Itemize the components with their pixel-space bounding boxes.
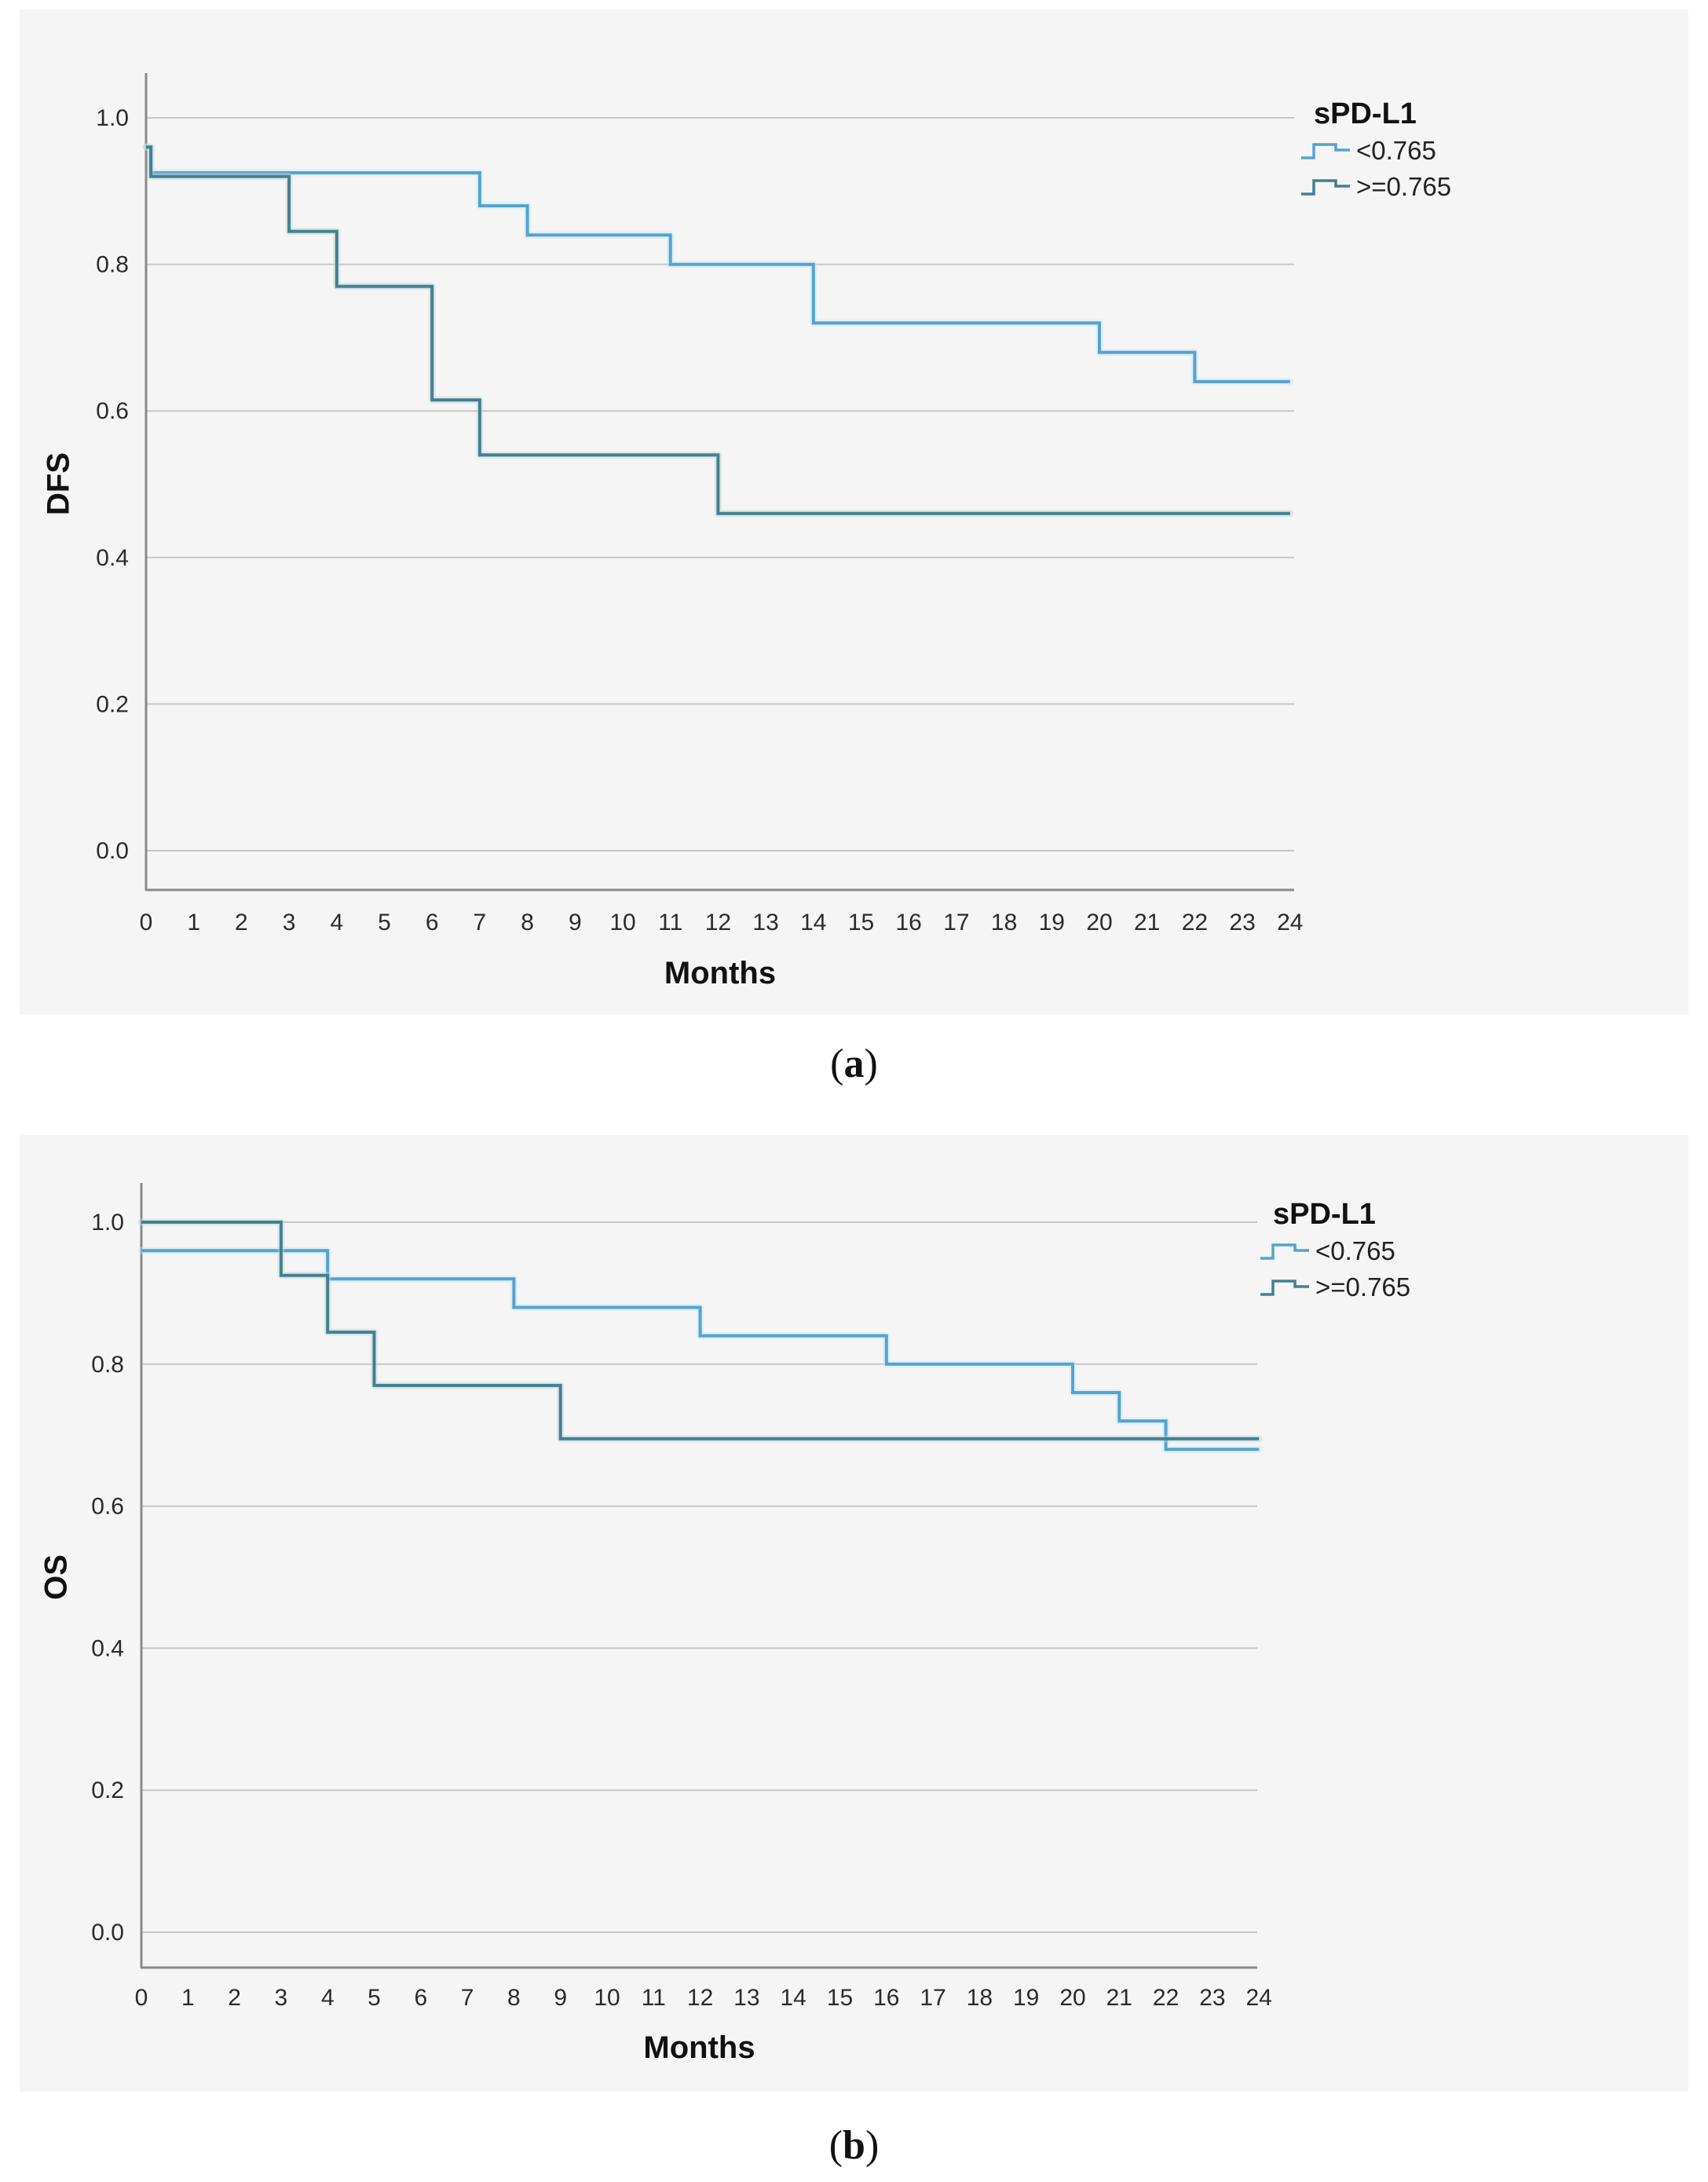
svg-text:18: 18 — [991, 910, 1017, 935]
svg-text:18: 18 — [967, 1985, 993, 2011]
caption-b: (b) — [0, 2122, 1708, 2169]
svg-text:19: 19 — [1039, 910, 1065, 935]
svg-text:5: 5 — [378, 910, 391, 935]
svg-text:5: 5 — [368, 1985, 381, 2011]
svg-text:24: 24 — [1277, 910, 1303, 935]
y-axis-title-os: OS — [38, 1554, 74, 1600]
svg-text:1: 1 — [181, 1985, 195, 2011]
legend-item-label: >=0.765 — [1356, 172, 1452, 201]
svg-text:8: 8 — [507, 1985, 521, 2011]
legend-item-high: >=0.765 — [1259, 1271, 1410, 1304]
svg-text:14: 14 — [781, 1985, 806, 2011]
svg-text:1.0: 1.0 — [96, 105, 129, 131]
svg-text:0.4: 0.4 — [91, 1635, 124, 1661]
svg-text:8: 8 — [521, 910, 534, 935]
svg-text:12: 12 — [705, 910, 731, 935]
km-plot-dfs: 1.00.80.60.40.20.00 1 2 3 4 5 6 7 8 9 10 11 12 13 14 15… — [96, 73, 1303, 935]
legend-os: sPD-L1 <0.765 >=0.765 — [1259, 1198, 1410, 1304]
x-axis-title-months-a: Months — [664, 956, 777, 990]
svg-text:1.0: 1.0 — [91, 1210, 124, 1236]
caption-paren: ) — [864, 1042, 878, 1086]
y-axis-title-dfs: DFS — [41, 452, 76, 515]
svg-text:11: 11 — [658, 910, 682, 935]
caption-a: (a) — [0, 1041, 1708, 1087]
svg-text:15: 15 — [848, 910, 874, 935]
legend-item-high: >=0.765 — [1300, 170, 1451, 203]
step-line-icon — [1301, 179, 1350, 196]
svg-text:23: 23 — [1199, 1985, 1225, 2011]
chart-panel-os: 1.0 0.8 0.6 0.4 0.2 0.0 0 1 2 3 4 5 6 7 8 9 10 11 12 13 14 15… — [20, 1135, 1688, 2092]
step-line-icon — [1301, 143, 1350, 159]
legend-title: sPD-L1 — [1314, 97, 1417, 130]
svg-text:0: 0 — [135, 1985, 148, 2011]
svg-text:10: 10 — [609, 910, 635, 935]
svg-text:17: 17 — [920, 1985, 945, 2011]
svg-text:4: 4 — [321, 1985, 335, 2011]
svg-text:0.0: 0.0 — [96, 838, 129, 864]
svg-text:22: 22 — [1182, 910, 1208, 935]
svg-text:22: 22 — [1153, 1985, 1179, 2011]
caption-paren: ( — [830, 1042, 844, 1086]
caption-paren: ( — [828, 2123, 843, 2168]
svg-text:6: 6 — [414, 1985, 427, 2011]
step-line-icon — [1260, 1243, 1309, 1260]
svg-text:17: 17 — [943, 910, 969, 935]
svg-text:0.6: 0.6 — [96, 398, 129, 424]
legend-item-low: <0.765 — [1300, 134, 1451, 167]
legend-title: sPD-L1 — [1273, 1198, 1376, 1231]
svg-text:15: 15 — [827, 1985, 853, 2011]
svg-text:9: 9 — [569, 910, 582, 935]
svg-text:0.4: 0.4 — [96, 545, 129, 571]
svg-text:0: 0 — [140, 910, 153, 935]
x-axis-title-months-b: Months — [643, 2030, 755, 2065]
caption-letter: b — [843, 2123, 865, 2168]
svg-text:23: 23 — [1229, 910, 1255, 935]
svg-text:0.6: 0.6 — [91, 1494, 124, 1520]
legend-item-label: <0.765 — [1315, 1236, 1395, 1265]
svg-text:7: 7 — [474, 910, 487, 935]
svg-text:21: 21 — [1106, 1985, 1132, 2011]
legend-item-label: >=0.765 — [1315, 1272, 1411, 1302]
svg-text:0.8: 0.8 — [91, 1352, 124, 1378]
svg-text:24: 24 — [1246, 1985, 1272, 2011]
svg-text:19: 19 — [1013, 1985, 1039, 2011]
svg-text:0.8: 0.8 — [96, 252, 129, 278]
svg-text:20: 20 — [1059, 1985, 1085, 2011]
svg-text:10: 10 — [594, 1985, 620, 2011]
svg-text:11: 11 — [642, 1985, 666, 2011]
svg-text:16: 16 — [896, 910, 922, 935]
svg-text:14: 14 — [800, 910, 826, 935]
km-plot-os: 1.00.80.60.40.20.00 1 2 3 4 5 6 7 8 9 10 11 12 13 14 15… — [91, 1183, 1272, 2011]
svg-text:9: 9 — [554, 1985, 567, 2011]
svg-text:6: 6 — [426, 910, 439, 935]
legend-item-low: <0.765 — [1259, 1235, 1410, 1268]
svg-text:0.0: 0.0 — [91, 1920, 124, 1946]
svg-text:21: 21 — [1134, 910, 1160, 935]
svg-text:0.2: 0.2 — [91, 1777, 124, 1803]
svg-text:3: 3 — [275, 1985, 288, 2011]
svg-text:13: 13 — [752, 910, 778, 935]
svg-text:1: 1 — [187, 910, 200, 935]
legend-item-label: <0.765 — [1356, 136, 1436, 165]
svg-text:2: 2 — [228, 1985, 241, 2011]
caption-letter: a — [843, 1042, 865, 1086]
svg-text:7: 7 — [461, 1985, 474, 2011]
svg-text:0.2: 0.2 — [96, 691, 129, 717]
svg-text:13: 13 — [733, 1985, 759, 2011]
svg-text:20: 20 — [1086, 910, 1112, 935]
svg-text:12: 12 — [687, 1985, 713, 2011]
svg-text:4: 4 — [330, 910, 343, 935]
chart-panel-dfs: 1.0 0.8 0.6 0.4 0.2 0.0 0 1 2 3 4 5 6 7 8 9 10 11 12 13 14 15… — [20, 9, 1688, 1015]
step-line-icon — [1260, 1280, 1309, 1296]
svg-text:2: 2 — [235, 910, 248, 935]
caption-paren: ) — [865, 2123, 880, 2168]
svg-text:3: 3 — [283, 910, 296, 935]
legend-dfs: sPD-L1 <0.765 >=0.765 — [1300, 97, 1451, 203]
svg-text:16: 16 — [873, 1985, 899, 2011]
